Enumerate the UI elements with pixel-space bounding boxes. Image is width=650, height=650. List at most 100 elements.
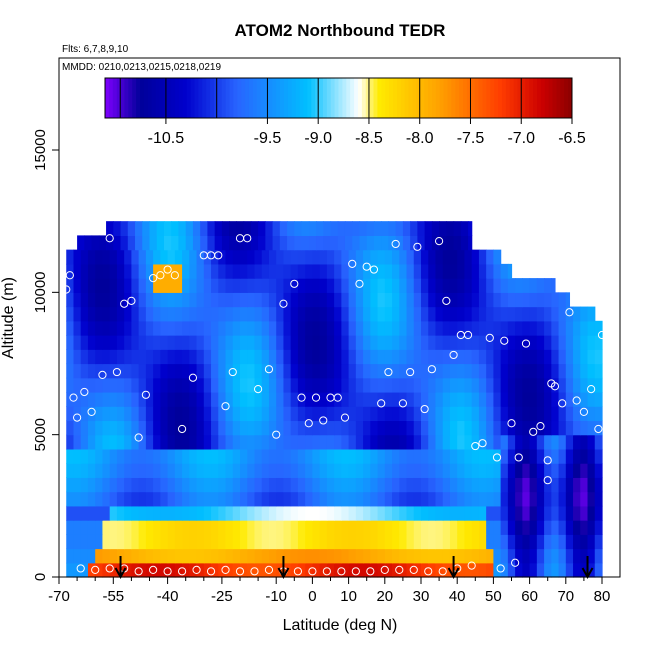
heatmap-cell (196, 434, 205, 450)
heatmap-cell (225, 263, 234, 279)
heatmap-cell (95, 320, 104, 336)
heatmap-cell (442, 491, 451, 507)
heatmap-cell (384, 391, 393, 407)
heatmap-cell (305, 263, 313, 279)
heatmap-cell (457, 520, 466, 535)
heatmap-cell (109, 491, 118, 507)
heatmap-cell (334, 534, 342, 550)
heatmap-cell (279, 221, 288, 236)
heatmap-cell (536, 363, 545, 379)
heatmap-cell (66, 448, 75, 464)
heatmap-cell (258, 221, 266, 236)
heatmap-cell (211, 391, 219, 407)
heatmap-cell (471, 548, 480, 564)
heatmap-cell (218, 534, 227, 550)
heatmap-cell (580, 448, 589, 464)
heatmap-cell (189, 349, 198, 365)
heatmap-cell (80, 306, 89, 322)
heatmap-cell (247, 263, 256, 279)
heatmap-cell (493, 520, 502, 535)
heatmap-cell (66, 377, 75, 393)
heatmap-cell (449, 278, 458, 293)
flight-point (514, 453, 523, 462)
heatmap-cell (87, 320, 96, 336)
heatmap-cell (66, 562, 75, 578)
heatmap-cell (377, 249, 386, 265)
heatmap-cell (573, 491, 581, 507)
heatmap-cell (153, 520, 161, 535)
colorbar-cell (509, 78, 515, 118)
heatmap-cell (471, 420, 480, 436)
heatmap-cell (435, 335, 444, 350)
arrow-marker (114, 556, 127, 580)
heatmap-cell (399, 406, 408, 422)
heatmap-cell (189, 420, 198, 436)
heatmap-cell (580, 363, 589, 379)
heatmap-cell (334, 548, 342, 564)
flight-point (543, 456, 552, 465)
heatmap-cell (457, 349, 466, 365)
heatmap-cell (355, 320, 364, 336)
heatmap-cell (377, 335, 386, 350)
heatmap-cell (131, 278, 140, 293)
heatmap-cell (449, 349, 458, 365)
heatmap-cell (406, 463, 415, 478)
heatmap-cell (399, 505, 408, 521)
heatmap-cell (196, 491, 205, 507)
y-tick-label: 5000 (32, 418, 49, 451)
heatmap-cell (348, 505, 357, 521)
heatmap-cell (87, 263, 96, 279)
heatmap-cell (319, 306, 328, 322)
heatmap-cell (116, 420, 125, 436)
heatmap-cell (536, 491, 545, 507)
heatmap-cell (178, 221, 187, 236)
heatmap-cell (225, 306, 234, 322)
heatmap-cell (363, 263, 371, 279)
heatmap-cell (326, 548, 335, 564)
heatmap-cell (326, 278, 335, 293)
heatmap-cell (428, 534, 437, 550)
heatmap-cell (312, 335, 321, 350)
heatmap-cell (457, 477, 466, 493)
heatmap-cell (124, 520, 132, 535)
x-tick-label: 50 (485, 588, 502, 605)
heatmap-cell (399, 306, 408, 322)
heatmap-cell (439, 221, 447, 236)
heatmap-cell (500, 562, 509, 578)
heatmap-cell (529, 520, 538, 535)
colorbar-cell (482, 78, 487, 118)
heatmap-cell (145, 534, 154, 550)
heatmap-cell (348, 249, 357, 265)
heatmap-cell (413, 505, 422, 521)
heatmap-cell (145, 420, 154, 436)
flight-point (221, 402, 230, 411)
heatmap-cell (138, 477, 147, 493)
heatmap-cell (544, 534, 552, 550)
heatmap-cell (138, 292, 147, 308)
heatmap-cell (116, 335, 125, 350)
heatmap-cell (326, 377, 335, 393)
heatmap-cell (174, 249, 183, 265)
heatmap-cell (232, 391, 241, 407)
flight-point (579, 407, 589, 416)
heatmap-cell (218, 491, 227, 507)
heatmap-cell (377, 377, 386, 393)
colorbar-cell (171, 78, 176, 118)
heatmap-cell (305, 278, 313, 293)
heatmap-cell (276, 477, 285, 493)
colorbar-cell (556, 78, 561, 118)
heatmap-cell (276, 292, 285, 308)
heatmap-cell (232, 292, 241, 308)
heatmap-cell (406, 292, 415, 308)
heatmap-cell (500, 306, 509, 322)
heatmap-cell (189, 249, 198, 265)
heatmap-cell (167, 420, 176, 436)
heatmap-cell (87, 534, 96, 550)
heatmap-cell (334, 349, 342, 365)
heatmap-cell (334, 491, 342, 507)
heatmap-cell (240, 520, 248, 535)
heatmap-cell (337, 235, 346, 251)
heatmap-cell (406, 306, 415, 322)
heatmap-cell (392, 335, 400, 350)
heatmap-cell (294, 235, 303, 251)
